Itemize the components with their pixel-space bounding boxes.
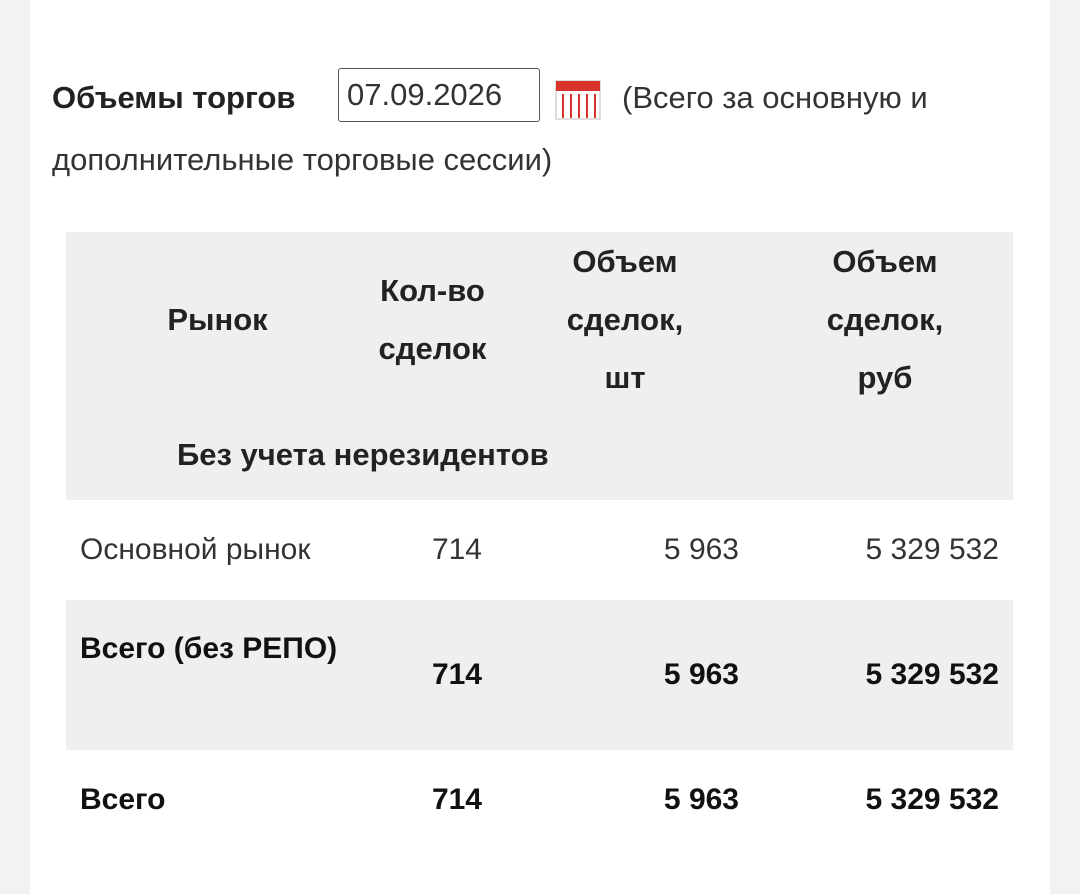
row-label: Всего (без РЕПО)	[80, 632, 338, 665]
section-label: Без учета нерезидентов	[177, 437, 549, 472]
cell: 5 329 532	[865, 658, 999, 691]
cell: 714	[431, 783, 482, 816]
cell: 714	[431, 658, 482, 691]
cell: 5 963	[663, 533, 739, 566]
date-input[interactable]: 07.09.2026	[338, 68, 540, 122]
column-header: Объем сделок, руб	[826, 244, 944, 395]
row-label: Основной рынок	[80, 533, 311, 566]
cell: 5 329 532	[865, 783, 999, 816]
row-label: Всего	[80, 783, 166, 816]
column-header: Объем сделок, шт	[566, 244, 684, 395]
row-bg	[66, 600, 1013, 750]
column-header: Рынок	[167, 302, 268, 337]
column-header: Кол-во сделок	[378, 273, 487, 366]
note: (Всего за основную и дополнительные торг…	[52, 80, 928, 177]
cell: 714	[431, 533, 482, 566]
title: Объемы торгов	[52, 80, 296, 115]
table-header-bg	[66, 232, 1013, 500]
cell: 5 963	[663, 658, 739, 691]
cell: 5 329 532	[865, 533, 999, 566]
calendar-icon[interactable]	[555, 80, 601, 120]
cell: 5 963	[663, 783, 739, 816]
